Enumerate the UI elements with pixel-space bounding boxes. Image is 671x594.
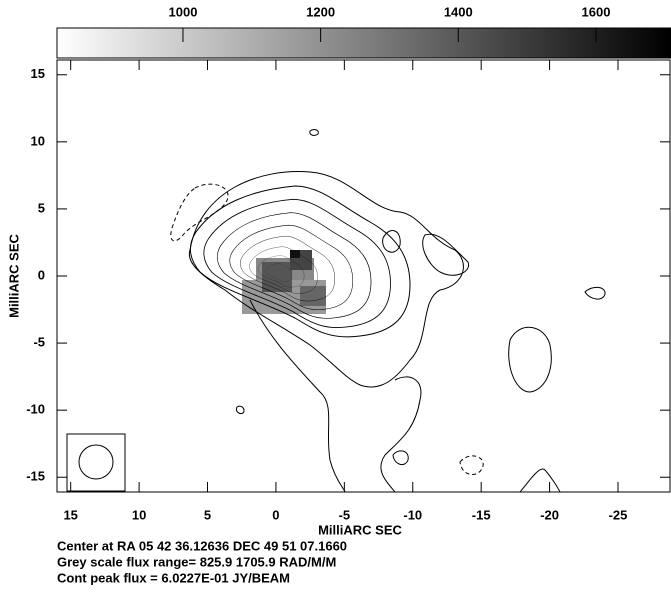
x-tick-label: -5 — [339, 507, 351, 522]
colorbar — [57, 28, 671, 58]
note: Cont peak flux = 6.0227E-01 JY/BEAM — [57, 570, 290, 585]
y-tick-label: -5 — [33, 335, 45, 350]
beam — [79, 445, 113, 479]
colorbar-tick-label: 1200 — [306, 4, 335, 19]
x-tick-label: 10 — [132, 507, 146, 522]
x-axis-label: MilliARC SEC — [318, 522, 402, 537]
note: Center at RA 05 42 36.12636 DEC 49 51 07… — [57, 538, 347, 553]
y-tick-label: 15 — [31, 66, 45, 81]
contours — [171, 130, 605, 492]
x-tick-label: -15 — [472, 507, 491, 522]
x-tick-label: -20 — [540, 507, 559, 522]
axes: 15 10 5 0 -5 -10 -15 -20 -25 -15 -10 -5 0 5 10 15 — [26, 60, 670, 522]
y-tick-label: 10 — [31, 133, 45, 148]
x-tick-label: 5 — [204, 507, 211, 522]
y-tick-label: 5 — [38, 200, 45, 215]
colorbar-tick-label: 1600 — [582, 4, 611, 19]
plot-frame — [57, 60, 670, 492]
colorbar-tick-label: 1000 — [169, 4, 198, 19]
note: Grey scale flux range= 825.9 1705.9 RAD/… — [57, 554, 336, 569]
y-axis-label: MilliARC SEC — [6, 234, 21, 318]
x-tick-label: 0 — [272, 507, 279, 522]
x-tick-label: -10 — [403, 507, 422, 522]
grey-image — [242, 250, 326, 314]
x-tick-label: -25 — [609, 507, 628, 522]
beam-box — [67, 434, 125, 491]
y-tick-label: -10 — [26, 402, 45, 417]
chart: 1000120014001600 151050-5-10-1 — [0, 0, 671, 594]
colorbar-tick-label: 1400 — [444, 4, 473, 19]
y-tick-label: 0 — [38, 267, 45, 282]
y-tick-label: -15 — [26, 469, 45, 484]
page: {"chart_data": { "type": "contour", "xla… — [0, 0, 671, 594]
x-tick-label: 15 — [63, 507, 77, 522]
